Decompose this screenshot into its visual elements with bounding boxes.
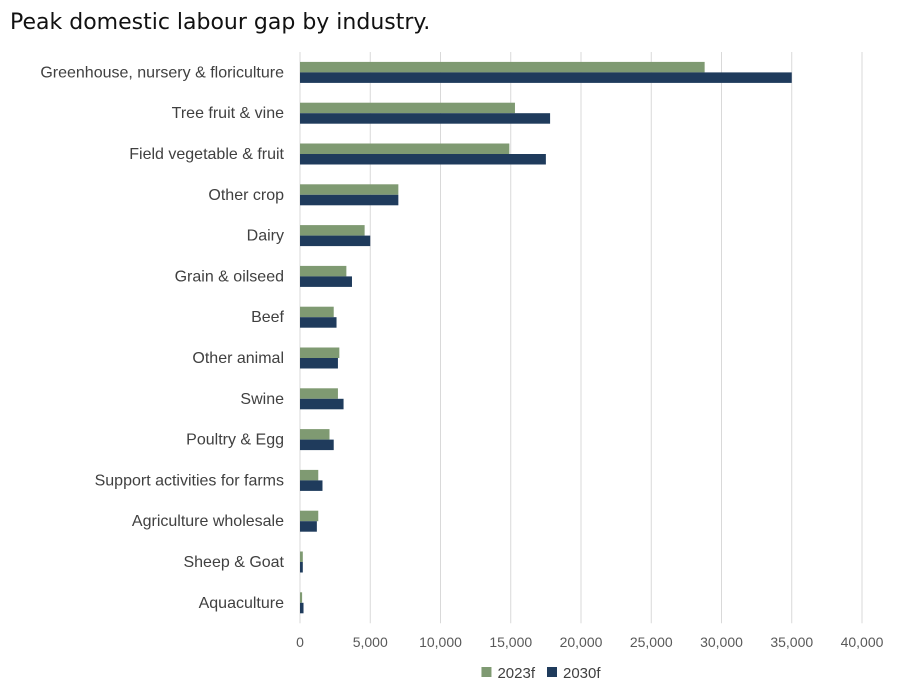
bar-2023f	[300, 551, 303, 562]
bar-2030f	[300, 358, 338, 369]
chart-title: Peak domestic labour gap by industry.	[10, 10, 431, 35]
legend-swatch	[547, 667, 557, 677]
legend-swatch	[481, 667, 492, 677]
category-label: Support activities for farms	[95, 472, 284, 489]
bar-2023f	[300, 184, 399, 195]
legend-label: 2023f	[497, 665, 535, 682]
bar-2030f	[300, 276, 352, 287]
category-label: Dairy	[247, 228, 284, 245]
bar-2023f	[300, 510, 319, 522]
category-label: Other crop	[208, 187, 284, 204]
category-label: Grain & oilseed	[175, 268, 284, 285]
bar-2030f	[300, 562, 303, 573]
x-tick-label: 0	[296, 634, 304, 650]
category-label: Field vegetable & fruit	[129, 146, 284, 163]
x-tick-label: 10,000	[419, 634, 462, 650]
bar-2023f	[300, 469, 319, 481]
x-tick-label: 30,000	[700, 634, 743, 650]
x-axis-tick-labels: 0 5,000 10,000 15,000 20,000 25,000 30,000 35,0…	[296, 634, 884, 650]
bar-2023f	[300, 592, 303, 603]
bar-2023f	[300, 347, 340, 358]
x-tick-label: 20,000	[560, 634, 603, 650]
x-tick-label: 25,000	[630, 634, 673, 650]
category-label: Swine	[240, 391, 284, 408]
bar-2030f	[300, 398, 344, 410]
bars	[300, 61, 792, 614]
x-tick-label: 35,000	[770, 634, 813, 650]
category-label: Beef	[251, 309, 284, 326]
bar-2030f	[300, 439, 334, 451]
bar-2023f	[300, 225, 365, 236]
bar-2030f	[300, 521, 317, 532]
bar-2023f	[300, 61, 705, 73]
bar-2030f	[300, 194, 399, 206]
legend-label: 2030f	[563, 665, 601, 682]
category-label: Agriculture wholesale	[132, 513, 284, 530]
bar-2030f	[300, 602, 304, 614]
category-labels: Greenhouse, nursery & floriculture Tree f…	[40, 64, 284, 611]
category-label: Greenhouse, nursery & floriculture	[40, 64, 284, 81]
category-label: Aquaculture	[199, 595, 284, 612]
category-label: Poultry & Egg	[186, 432, 284, 449]
bar-2023f	[300, 143, 510, 154]
bar-2030f	[300, 154, 546, 165]
bar-2023f	[300, 429, 330, 440]
bar-2030f	[300, 235, 371, 247]
category-label: Tree fruit & vine	[172, 105, 284, 122]
bar-2030f	[300, 72, 792, 83]
bar-2030f	[300, 480, 323, 491]
gridlines	[299, 52, 863, 624]
bar-2030f	[300, 317, 337, 328]
category-label: Other animal	[192, 350, 284, 367]
bar-2023f	[300, 102, 515, 114]
bar-2023f	[300, 388, 338, 399]
category-label: Sheep & Goat	[183, 554, 284, 571]
bar-2030f	[300, 113, 551, 124]
bar-2023f	[300, 306, 334, 318]
x-tick-label: 40,000	[841, 634, 884, 650]
legend: 2023f 2030f	[481, 665, 601, 682]
x-tick-label: 5,000	[353, 634, 388, 650]
bar-2023f	[300, 265, 347, 277]
x-tick-label: 15,000	[489, 634, 532, 650]
